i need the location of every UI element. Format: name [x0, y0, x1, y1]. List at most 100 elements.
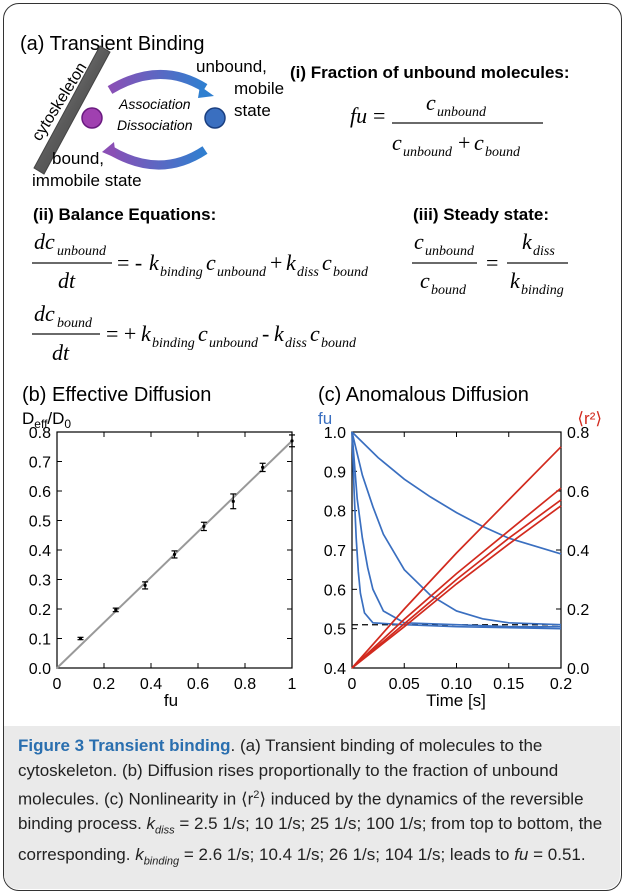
panel-c-fu-series	[351, 431, 561, 628]
bound-label-2: immobile state	[32, 171, 142, 190]
figure-canvas: (a) Transient Binding cytoskeleton Assoc…	[20, 33, 602, 710]
panel-c-right-tick-label: 0.0	[567, 661, 589, 678]
svg-text:c: c	[198, 321, 208, 346]
panel-c-xtick-label: 0	[348, 676, 357, 693]
svg-text:k: k	[141, 321, 152, 346]
steady-state-equation: c unbound c bound = k diss k binding	[412, 229, 568, 298]
svg-text:bound: bound	[333, 265, 369, 280]
panel-b-ytick-label: 0.2	[29, 602, 51, 619]
section-ii-title: (ii) Balance Equations:	[33, 205, 216, 224]
panel-b-ytick-label: 0.0	[29, 661, 51, 678]
svg-text:+: +	[270, 250, 282, 275]
panel-c-left-tick-label: 0.8	[324, 504, 346, 521]
svg-text:k: k	[522, 229, 533, 254]
panel-c-left-tick-label: 0.4	[324, 661, 346, 678]
panel-b-ylabel: Deff/D0	[22, 409, 71, 431]
unbound-label-2: mobile	[234, 79, 284, 98]
svg-text:binding: binding	[160, 265, 203, 280]
svg-text:dt: dt	[58, 268, 76, 293]
panel-c-r2-series	[351, 446, 562, 669]
svg-text:k: k	[274, 321, 285, 346]
svg-text:+: +	[458, 130, 470, 155]
panel-a-title: (a) Transient Binding	[20, 33, 205, 55]
svg-text:diss: diss	[533, 244, 555, 259]
panel-c-plot: 0 0.05 0.10 0.15 0.2 0.4 0.5 0.6 0.7 0.8 0.9 1.0 0.0…	[324, 425, 590, 693]
panel-c-r2-series	[351, 499, 562, 669]
dissociation-arrow-head	[102, 142, 116, 158]
panel-b-plot: 0 0.2 0.4 0.6 0.8 1 0.0 0.1 0.2 0.3 0.4 0.5 0.6 0.7 0.…	[29, 425, 297, 693]
cytoskeleton-rod	[33, 45, 111, 175]
panel-b-xtick-label: 0.8	[234, 676, 256, 693]
svg-text:dc: dc	[34, 301, 55, 326]
panel-c-right-tick-label: 0.6	[567, 484, 589, 501]
panel-b-ytick-label: 0.7	[29, 455, 51, 472]
svg-text:c: c	[392, 130, 402, 155]
panel-b-data-point	[78, 636, 83, 641]
panel-b-xtick-label: 0.6	[187, 676, 209, 693]
association-arrow-head	[198, 86, 214, 98]
panel-c-right-label: ⟨r²⟩	[577, 409, 602, 428]
svg-text:unbound: unbound	[57, 244, 107, 259]
svg-text:k: k	[286, 250, 297, 275]
panel-b-xtick-label: 0.2	[93, 676, 115, 693]
svg-text:c: c	[206, 250, 216, 275]
svg-text:unbound: unbound	[209, 336, 259, 351]
svg-text:binding: binding	[521, 283, 564, 298]
panel-b-data-point	[261, 465, 265, 469]
panel-c-right-tick-label: 0.2	[567, 602, 589, 619]
dissociation-arrow	[107, 146, 208, 170]
panel-b-data-point	[231, 499, 235, 503]
unbound-label-1: unbound,	[196, 57, 267, 76]
svg-text:dt: dt	[52, 340, 70, 365]
panel-c-xtick-label: 0.15	[493, 676, 524, 693]
panel-c-left-tick-label: 0.7	[324, 543, 346, 560]
svg-text:fu: fu	[350, 103, 367, 128]
panel-c-left-label: fu	[318, 409, 332, 428]
panel-c-xtick-label: 0.05	[389, 676, 420, 693]
panel-c-left-tick-label: 0.9	[324, 464, 346, 481]
panel-c-fu-series	[351, 431, 562, 626]
svg-text:bound: bound	[321, 336, 357, 351]
caption-label: Figure 3 Transient binding	[18, 736, 231, 755]
svg-text:unbound: unbound	[403, 145, 453, 160]
svg-text:diss: diss	[297, 265, 319, 280]
fu-equation: fu = c unbound c unbound + c bound	[350, 90, 543, 160]
panel-c-right-tick-label: 0.4	[567, 543, 589, 560]
svg-text:bound: bound	[57, 316, 93, 331]
svg-text:-: -	[262, 321, 269, 346]
svg-text:unbound: unbound	[437, 105, 487, 120]
balance-equation-1: dc unbound dt = - k binding c unbound + …	[32, 229, 369, 293]
panel-c-xtick-label: 0.2	[550, 676, 572, 693]
panel-b-xlabel: fu	[164, 691, 178, 710]
panel-b-data-point	[143, 583, 147, 588]
svg-text:c: c	[426, 90, 436, 115]
svg-text:c: c	[322, 250, 332, 275]
svg-text:k: k	[149, 250, 160, 275]
panel-c-r2-series	[351, 487, 562, 669]
panel-c-right-tick-label: 0.8	[567, 425, 589, 442]
bound-label-1: bound,	[52, 149, 104, 168]
unbound-label-3: state	[234, 101, 271, 120]
panel-b-data-point	[290, 439, 294, 443]
unbound-molecule	[204, 107, 226, 129]
svg-text:c: c	[310, 321, 320, 346]
panel-b-title: (b) Effective Diffusion	[22, 384, 211, 406]
section-iii-title: (iii) Steady state:	[413, 205, 549, 224]
panel-c-title: (c) Anomalous Diffusion	[318, 384, 529, 406]
svg-text:= +: = +	[106, 321, 136, 346]
panel-c-r2-series	[351, 505, 562, 669]
balance-equation-2: dc bound dt = + k binding c unbound - k …	[32, 301, 357, 365]
svg-text:dc: dc	[34, 229, 55, 254]
figure-caption: Figure 3 Transient binding. (a) Transien…	[18, 736, 603, 868]
svg-text:unbound: unbound	[425, 244, 475, 259]
svg-text:c: c	[420, 268, 430, 293]
panel-c-xtick-label: 0.10	[441, 676, 472, 693]
panel-b-ytick-label: 0.8	[29, 425, 51, 442]
panel-c-left-tick-label: 1.0	[324, 425, 346, 442]
svg-text:unbound: unbound	[217, 265, 267, 280]
svg-text:bound: bound	[431, 283, 467, 298]
panel-b-ytick-label: 0.1	[29, 632, 51, 649]
panel-b-ytick-label: 0.3	[29, 573, 51, 590]
panel-c-fu-series	[351, 431, 562, 555]
svg-text:c: c	[414, 229, 424, 254]
